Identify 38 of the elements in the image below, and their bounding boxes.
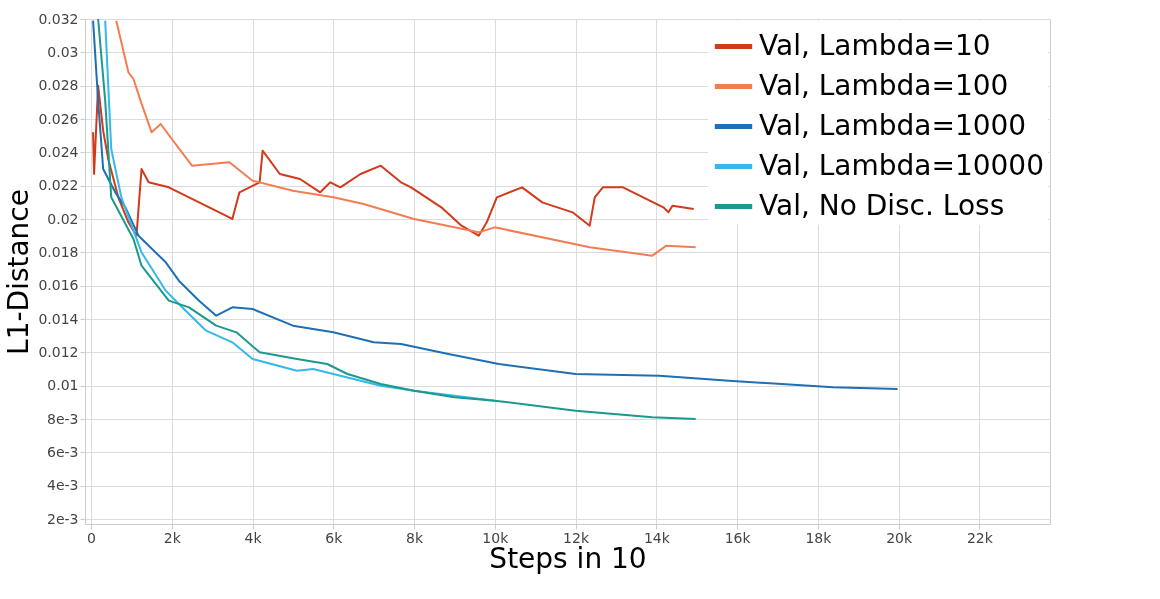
x-tick-label: 0: [87, 529, 97, 546]
legend-label: Val, Lambda=1000: [759, 108, 1027, 142]
y-tick-label: 0.01: [47, 377, 79, 394]
y-tick-label: 0.026: [38, 110, 79, 127]
legend-label: Val, Lambda=10: [759, 28, 991, 62]
y-tick-label: 0.03: [47, 43, 79, 60]
line-series: [97, 18, 697, 420]
y-tick-label: 4e-3: [47, 477, 79, 494]
y-tick-label: 0.018: [38, 243, 79, 260]
y-tick-label: 0.02: [47, 210, 79, 227]
y-tick-label: 0.014: [38, 310, 79, 327]
x-tick-label: 14k: [643, 529, 671, 546]
legend-label: Val, No Disc. Loss: [759, 188, 1005, 222]
x-tick-label: 20k: [886, 529, 913, 546]
x-tick-label: 4k: [244, 529, 263, 546]
y-tick-label: 0.016: [38, 277, 79, 294]
y-axis-title: L1-Distance: [2, 189, 36, 355]
x-tick-label: 8k: [406, 529, 424, 546]
y-tick-label: 0.012: [38, 343, 79, 360]
y-tick-label: 6e-3: [47, 443, 79, 460]
y-tick-label: 0.028: [38, 77, 79, 94]
y-tick-label: 2e-3: [47, 510, 79, 527]
x-tick-label: 22k: [966, 529, 994, 546]
x-tick-label: 10k: [482, 529, 510, 546]
y-tick-label: 0.024: [38, 143, 79, 160]
y-tick-label: 0.032: [38, 10, 79, 27]
y-tick-label: 8e-3: [47, 410, 79, 427]
line-series: [104, 19, 496, 402]
x-tick-label: 12k: [563, 529, 590, 546]
legend-label: Val, Lambda=100: [759, 68, 1009, 102]
x-tick-label: 16k: [724, 529, 752, 546]
line-series: [92, 84, 695, 237]
x-tick-label: 18k: [805, 529, 833, 546]
x-tick-label: 2k: [163, 529, 182, 546]
y-tick-label: 0.022: [38, 177, 79, 194]
x-tick-label: 6k: [325, 529, 344, 546]
legend-label: Val, Lambda=10000: [759, 148, 1044, 182]
line-series: [115, 19, 697, 257]
